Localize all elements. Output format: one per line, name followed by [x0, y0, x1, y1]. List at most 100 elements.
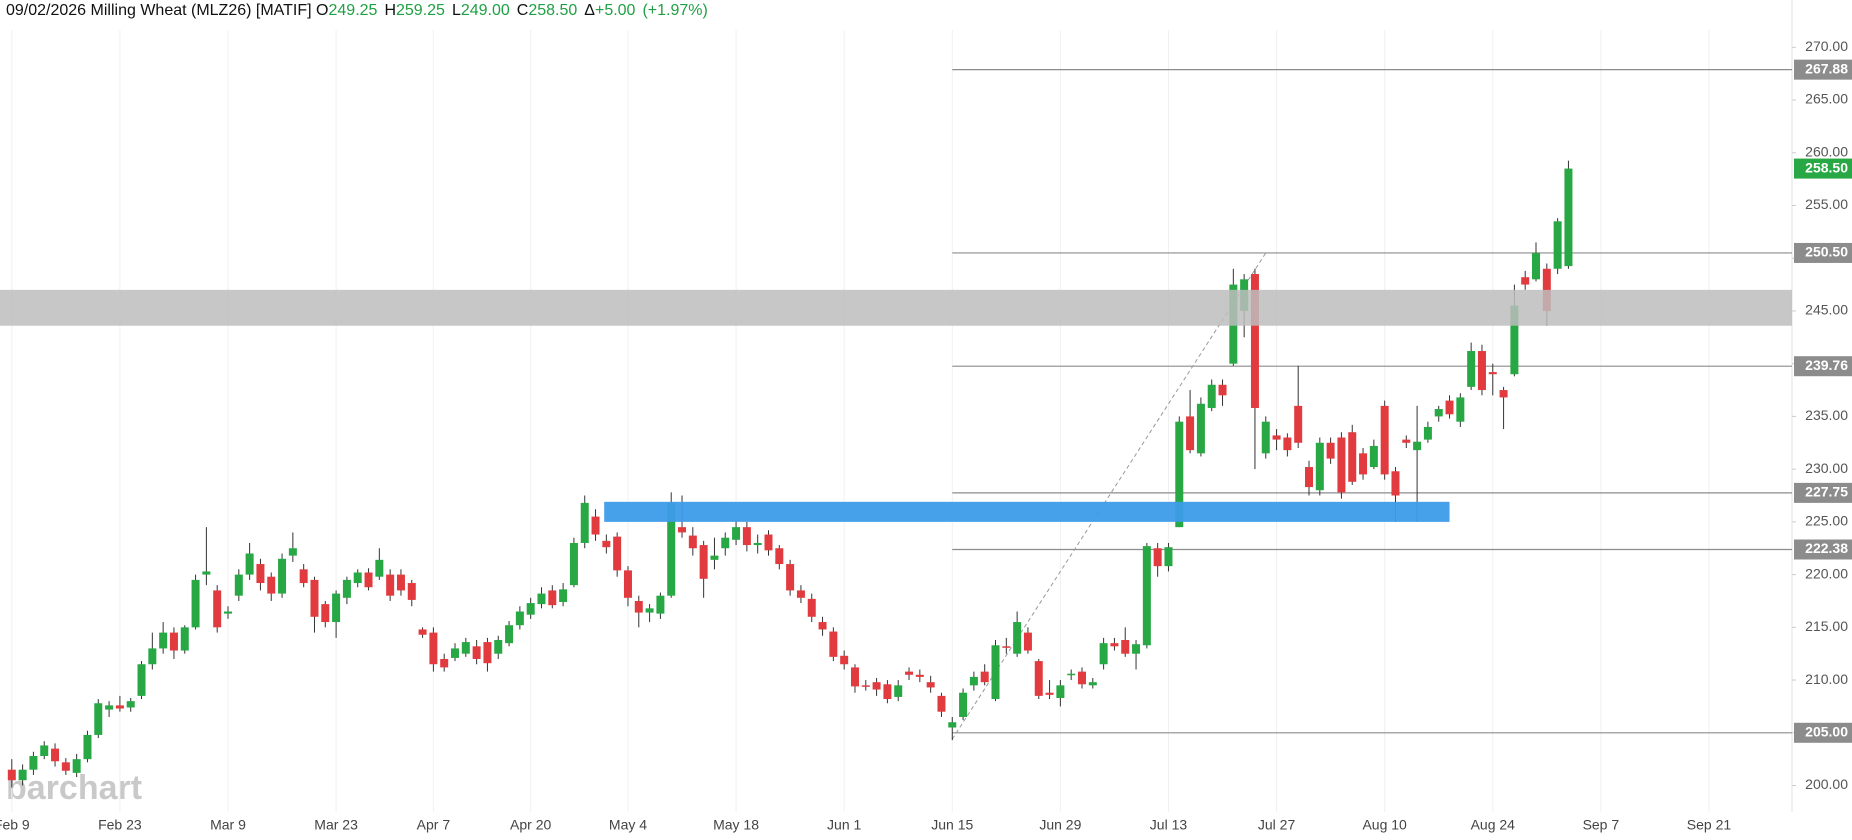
level-label: 227.75 [1805, 484, 1848, 500]
candle-body [959, 692, 968, 717]
candle-body [1207, 384, 1216, 408]
candle-body [1380, 405, 1389, 475]
candle-body [461, 642, 470, 654]
x-tick-label: Jul 27 [1258, 817, 1296, 833]
candle-body [980, 671, 989, 683]
candle-body [732, 527, 741, 540]
candle-body [807, 598, 816, 617]
candle-body [40, 745, 49, 756]
stat-label: Δ [584, 2, 595, 19]
candle-body [1456, 397, 1465, 422]
candle-body [861, 685, 870, 687]
candle-body [83, 734, 92, 760]
x-tick-label: Aug 24 [1471, 817, 1516, 833]
stat-value: 259.25 [396, 2, 445, 19]
candle-body [169, 632, 178, 651]
candle-body [396, 574, 405, 591]
candle-body [191, 579, 200, 628]
candle-body [678, 527, 687, 533]
candle-body [656, 595, 665, 614]
level-label-box [1794, 242, 1852, 263]
candle-body [1315, 442, 1324, 491]
x-tick-label: May 18 [713, 817, 759, 833]
x-tick-label: Apr 7 [417, 817, 451, 833]
candle-body [613, 536, 622, 571]
y-tick-label: 235.00 [1805, 407, 1848, 423]
stat-value: 249.25 [328, 2, 378, 19]
stat-value: 258.50 [528, 2, 578, 19]
candle-body [1099, 643, 1108, 665]
candle-body [1467, 351, 1476, 387]
candle-body [1142, 546, 1151, 646]
candle-body [1283, 437, 1292, 451]
candle-body [1132, 644, 1141, 654]
candle-body [991, 645, 1000, 700]
level-label-box [1794, 59, 1852, 80]
candle-body [1056, 685, 1065, 698]
stat-value: (+1.97%) [642, 2, 708, 19]
candle-body [645, 608, 654, 613]
x-tick-label: Jul 13 [1150, 817, 1188, 833]
candle-body [1045, 692, 1054, 695]
candle-body [1348, 432, 1357, 482]
x-tick-label: Jun 1 [827, 817, 861, 833]
candle-body [1088, 682, 1097, 686]
candle-body [375, 559, 384, 577]
candle-body [483, 642, 492, 664]
candle-body [1261, 421, 1270, 454]
candle-body [742, 527, 751, 546]
candle-body [386, 574, 395, 596]
candle-body [1034, 661, 1043, 696]
candle-body [472, 646, 481, 659]
candle-body [321, 604, 330, 623]
candle-body [51, 748, 60, 762]
candle-body [926, 682, 935, 688]
candle-body [1359, 453, 1368, 475]
candle-body [94, 703, 103, 735]
candle-body [1294, 405, 1303, 443]
stat-label: C [516, 2, 529, 19]
candle-body [353, 572, 362, 584]
candle-body [288, 548, 297, 556]
level-label-box [1794, 482, 1852, 503]
candle-body [1013, 622, 1022, 654]
candle-body [115, 705, 124, 709]
candle-body [7, 769, 16, 781]
x-tick-label: May 4 [609, 817, 647, 833]
candle-body [29, 755, 38, 770]
stat-value: 249.00 [460, 2, 510, 19]
x-tick-label: Sep 21 [1687, 817, 1732, 833]
x-tick-label: Aug 10 [1362, 817, 1407, 833]
y-tick-label: 215.00 [1805, 618, 1848, 634]
candle-body [418, 629, 427, 635]
stat-label: L [451, 2, 461, 19]
candle-body [1196, 403, 1205, 454]
candle-body [894, 685, 903, 697]
candle-body [278, 558, 287, 594]
candle-body [407, 583, 416, 600]
candle-body [1002, 646, 1011, 648]
candle-body [1337, 437, 1346, 493]
candle-body [61, 762, 70, 771]
y-tick-label: 210.00 [1805, 671, 1848, 687]
level-label-box [1794, 356, 1852, 377]
candle-body [1532, 252, 1541, 280]
candle-body [515, 611, 524, 626]
y-tick-label: 230.00 [1805, 460, 1848, 476]
candle-body [202, 571, 211, 575]
candle-body [1510, 305, 1519, 375]
level-label: 267.88 [1805, 60, 1848, 76]
candle-body [299, 569, 308, 584]
candle-body [1488, 372, 1497, 375]
candle-body [1121, 639, 1130, 654]
candle-body [1413, 441, 1422, 451]
candle-body [699, 545, 708, 579]
candle-body [159, 632, 168, 649]
stat-label: O [316, 2, 329, 19]
candle-body [72, 759, 81, 773]
candle-body [1499, 390, 1508, 398]
candle-body [688, 535, 697, 549]
level-label: 205.00 [1805, 723, 1848, 739]
level-label: 239.76 [1805, 357, 1848, 373]
